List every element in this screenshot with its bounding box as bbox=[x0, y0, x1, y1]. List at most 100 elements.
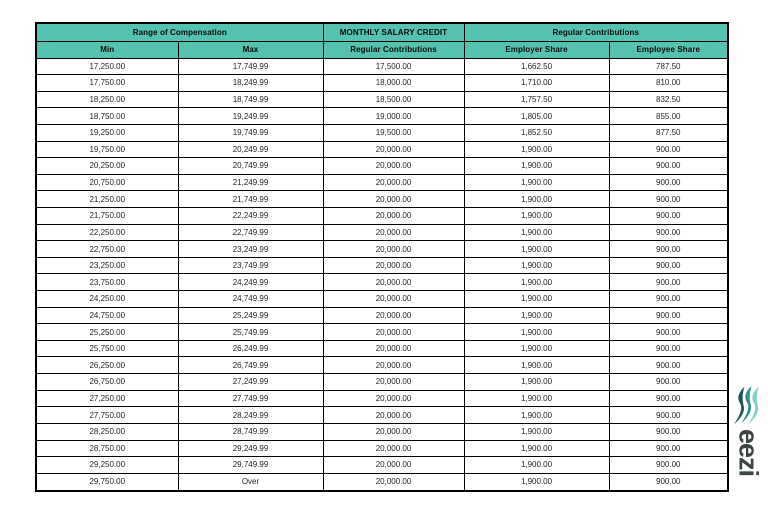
table-row: 19,750.00 20,249.99 20,000.00 1,900.00 900.0… bbox=[35, 140, 729, 159]
table-cell: 24,249.99 bbox=[177, 273, 324, 292]
table-cell: 24,749.99 bbox=[177, 290, 324, 308]
table-row: 27,250.00 27,749.99 20,000.00 1,900.00 900.0… bbox=[35, 389, 729, 408]
table-cell: 1,805.00 bbox=[463, 107, 610, 125]
table-cell: 1,900.00 bbox=[463, 290, 610, 308]
table-cell: 19,249.99 bbox=[177, 107, 324, 125]
table-cell: 26,749.99 bbox=[177, 356, 324, 375]
table-cell: 900.00 bbox=[608, 373, 729, 391]
eezi-wave-icon bbox=[733, 385, 759, 425]
table-cell: 1,900.00 bbox=[463, 389, 610, 408]
table-cell: 1,900.00 bbox=[463, 273, 610, 292]
table-row: 27,750.00 28,249.99 20,000.00 1,900.00 900.0… bbox=[35, 406, 729, 424]
table-cell: 20,000.00 bbox=[322, 439, 465, 458]
table-cell: 23,749.99 bbox=[177, 256, 324, 275]
table-cell: 20,000.00 bbox=[322, 406, 465, 424]
table-cell: 900.00 bbox=[608, 256, 729, 275]
table-cell: 1,900.00 bbox=[463, 306, 610, 325]
table-cell: 20,000.00 bbox=[322, 157, 465, 175]
table-row: 20,750.00 21,249.99 20,000.00 1,900.00 900.0… bbox=[35, 173, 729, 192]
table-cell: 1,852.50 bbox=[463, 123, 610, 142]
table-cell: 18,750.00 bbox=[35, 107, 179, 125]
table-cell: 1,900.00 bbox=[463, 223, 610, 242]
table-cell: 20,000.00 bbox=[322, 190, 465, 208]
table-cell: 20,749.99 bbox=[177, 157, 324, 175]
table-cell: 900.00 bbox=[608, 290, 729, 308]
table-cell: 900.00 bbox=[608, 173, 729, 192]
table-cell: 900.00 bbox=[608, 190, 729, 208]
table-cell: 24,250.00 bbox=[35, 290, 179, 308]
table-cell: 28,750.00 bbox=[35, 439, 179, 458]
table-cell: 26,249.99 bbox=[177, 339, 324, 358]
table-row: 17,750.00 18,249.99 18,000.00 1,710.00 810.0… bbox=[35, 74, 729, 92]
table-row: 23,750.00 24,249.99 20,000.00 1,900.00 900.0… bbox=[35, 273, 729, 292]
table-cell: 20,000.00 bbox=[322, 323, 465, 341]
table-cell: 1,900.00 bbox=[463, 256, 610, 275]
table-row: 17,250.00 17,749.99 17,500.00 1,662.50 787.5… bbox=[35, 57, 729, 76]
table-row: 25,750.00 26,249.99 20,000.00 1,900.00 900.0… bbox=[35, 339, 729, 358]
table-cell: 17,250.00 bbox=[35, 57, 179, 76]
table-cell: 18,749.99 bbox=[177, 90, 324, 109]
table-cell: 18,250.00 bbox=[35, 90, 179, 109]
table-cell: 20,000.00 bbox=[322, 339, 465, 358]
table-cell: 1,757.50 bbox=[463, 90, 610, 109]
wave-2 bbox=[740, 385, 752, 424]
table-row: 26,750.00 27,249.99 20,000.00 1,900.00 900.0… bbox=[35, 373, 729, 391]
table-cell: 20,000.00 bbox=[322, 223, 465, 242]
table-row: 24,250.00 24,749.99 20,000.00 1,900.00 900.0… bbox=[35, 290, 729, 308]
table-cell: 1,900.00 bbox=[463, 173, 610, 192]
table-cell: 21,250.00 bbox=[35, 190, 179, 208]
table-cell: 20,000.00 bbox=[322, 389, 465, 408]
table-cell: 27,749.99 bbox=[177, 389, 324, 408]
table-cell: 900.00 bbox=[608, 422, 729, 441]
table-row: 29,250.00 29,749.99 20,000.00 1,900.00 900.0… bbox=[35, 456, 729, 474]
table-body: 17,250.00 17,749.99 17,500.00 1,662.50 787.5… bbox=[35, 57, 729, 492]
table-cell: 1,900.00 bbox=[463, 140, 610, 159]
table-cell: 20,000.00 bbox=[322, 422, 465, 441]
eezi-logo-text: eezi bbox=[733, 429, 764, 477]
table-cell: 1,900.00 bbox=[463, 206, 610, 225]
table-row: 25,250.00 25,749.99 20,000.00 1,900.00 900.0… bbox=[35, 323, 729, 341]
eezi-logo: eezi bbox=[728, 384, 768, 502]
table-cell: 18,000.00 bbox=[322, 74, 465, 92]
table-cell: 28,749.99 bbox=[177, 422, 324, 441]
table-cell: 900.00 bbox=[608, 306, 729, 325]
table-cell: 17,750.00 bbox=[35, 74, 179, 92]
table-cell: 900.00 bbox=[608, 472, 729, 492]
table-cell: 19,749.99 bbox=[177, 123, 324, 142]
table-cell: 17,500.00 bbox=[322, 57, 465, 76]
table-cell: 1,900.00 bbox=[463, 439, 610, 458]
table-cell: 18,249.99 bbox=[177, 74, 324, 92]
table-cell: 20,000.00 bbox=[322, 472, 465, 492]
table-cell: 18,500.00 bbox=[322, 90, 465, 109]
table-cell: 1,900.00 bbox=[463, 422, 610, 441]
table-cell: 20,000.00 bbox=[322, 140, 465, 159]
table-cell: 22,750.00 bbox=[35, 240, 179, 258]
table-cell: 25,749.99 bbox=[177, 323, 324, 341]
table-header: Range of Compensation MONTHLY SALARY CRE… bbox=[35, 22, 729, 59]
table-cell: 29,249.99 bbox=[177, 439, 324, 458]
table-cell: 20,000.00 bbox=[322, 206, 465, 225]
table-cell: 23,750.00 bbox=[35, 273, 179, 292]
table-cell: 19,500.00 bbox=[322, 123, 465, 142]
table-cell: 25,250.00 bbox=[35, 323, 179, 341]
table-cell: 26,250.00 bbox=[35, 356, 179, 375]
table-cell: 1,900.00 bbox=[463, 456, 610, 474]
table-cell: 20,000.00 bbox=[322, 373, 465, 391]
table-header-row-sub: Min Max Regular Contributions Employer S… bbox=[35, 40, 729, 59]
table-row: 22,250.00 22,749.99 20,000.00 1,900.00 900.0… bbox=[35, 223, 729, 242]
table-cell: 1,900.00 bbox=[463, 323, 610, 341]
table-cell: 19,250.00 bbox=[35, 123, 179, 142]
header-regular-contributions: Regular Contributions bbox=[463, 22, 729, 42]
table-cell: 1,710.00 bbox=[463, 74, 610, 92]
table-cell: 855.00 bbox=[608, 107, 729, 125]
header-min: Min bbox=[35, 40, 179, 59]
table-cell: 1,900.00 bbox=[463, 406, 610, 424]
table-cell: 21,249.99 bbox=[177, 173, 324, 192]
table-cell: 20,000.00 bbox=[322, 173, 465, 192]
table-cell: 877.50 bbox=[608, 123, 729, 142]
header-regular-contributions-sub: Regular Contributions bbox=[322, 40, 465, 59]
table-cell: 28,250.00 bbox=[35, 422, 179, 441]
table-cell: 1,900.00 bbox=[463, 339, 610, 358]
table-cell: 20,000.00 bbox=[322, 356, 465, 375]
